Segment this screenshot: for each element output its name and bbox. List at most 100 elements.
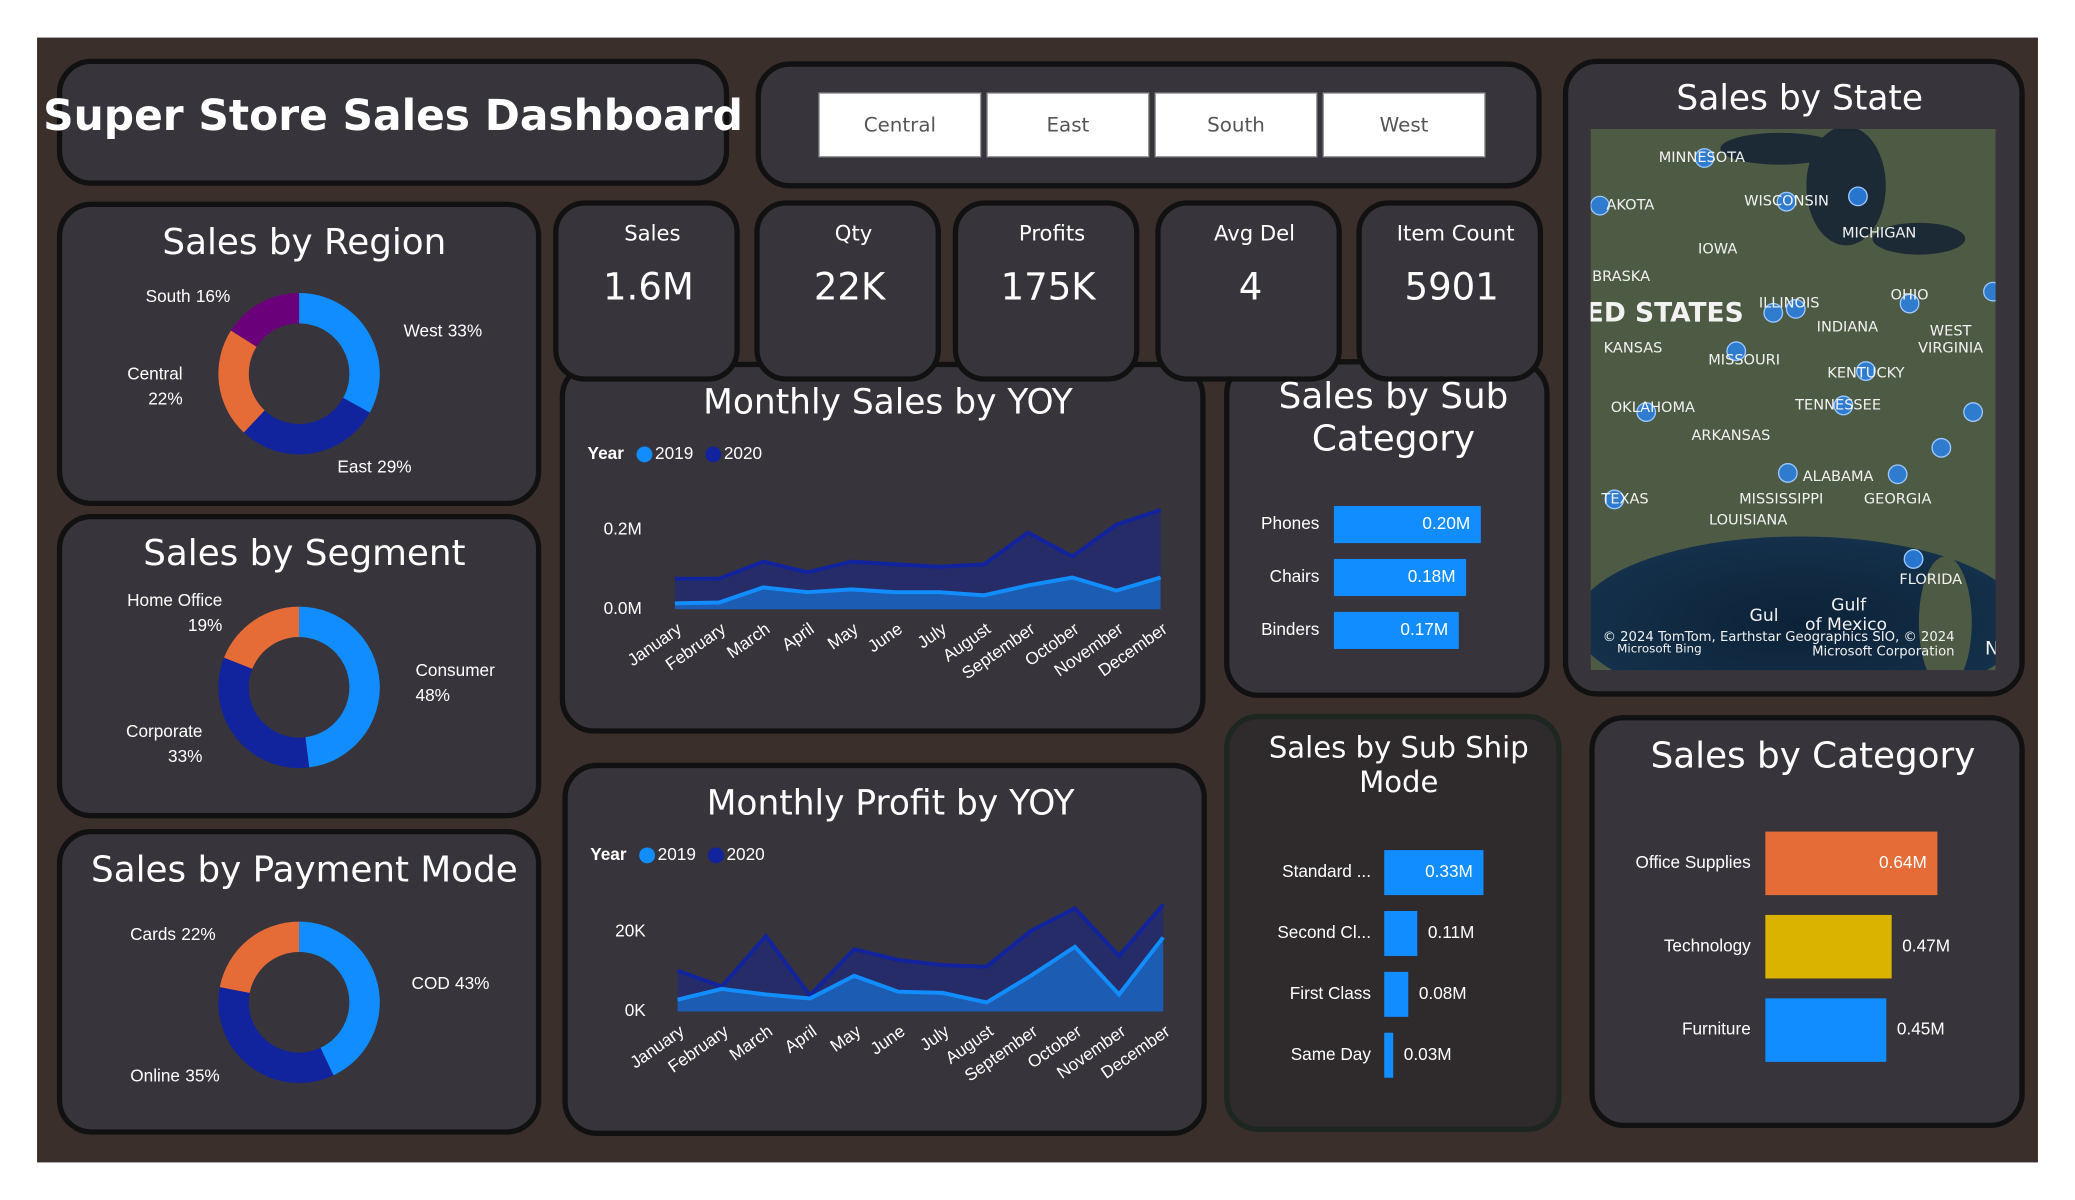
donut-slice [299,606,380,768]
kpi-label: Avg Del [1214,221,1295,246]
map-label: MICHIGAN [1842,224,1916,241]
legend-swatch [707,847,724,864]
value-label: 0.18M [1408,566,1456,586]
bar [1384,910,1418,956]
map-label: WISCONSIN [1744,193,1829,210]
value-label: 0.11M [1428,922,1475,942]
map-label: KANSAS [1604,340,1663,357]
map-label: Microsoft Corporation [1812,645,1954,660]
chart-title: Monthly Profit by YOY [707,784,1076,824]
kpi-value: 4 [1239,266,1263,309]
donut-slice [218,330,265,433]
slice-value: 35% [185,1065,219,1085]
panel [56,513,542,819]
map-bubble [1963,402,1984,423]
slicer-button[interactable] [1322,92,1486,158]
slice-category: COD [412,972,450,992]
legend-swatch [636,446,653,463]
map-label: ILLINOIS [1759,295,1820,312]
bar [1333,558,1467,597]
slice-label: Cards 22% [130,923,216,943]
slicer-button[interactable] [818,92,982,158]
value-label: 0.17M [1400,619,1448,639]
chart-title: Sales by Category [1651,735,1976,776]
bar [1384,850,1484,896]
kpi-value: 175K [1001,266,1098,309]
map-label: MINNESOTA [1659,149,1745,166]
legend-label: 2019 [658,844,696,864]
lake [1872,222,1966,255]
category-label: Same Day [1291,1044,1372,1064]
map-bubble [1887,464,1908,485]
map-title: Sales by State [1676,78,1923,118]
slice-label: West 33% [404,320,483,340]
gulf [1590,536,1996,671]
map-label: ED STATES [1586,298,1744,329]
map-label: BRASKA [1592,268,1650,285]
bar [1333,611,1459,649]
legend-label: 2020 [727,844,765,864]
slicer-button[interactable] [986,92,1150,158]
kpi-card [553,200,740,382]
map-label: WEST [1930,322,1972,339]
legend-swatch [639,847,656,864]
dashboard-title: Super Store Sales Dashboard [43,91,743,140]
bar [1333,506,1481,544]
panel [56,828,542,1135]
category-label: First Class [1290,983,1371,1003]
florida [1918,556,1972,671]
bar [1384,971,1409,1017]
legend-title: Year [590,844,627,864]
lake [1720,132,1840,165]
slicer-label: East [1047,114,1090,137]
map-bubble [1776,191,1797,212]
kpi-value: 1.6M [603,266,694,309]
map-bubble [1785,298,1806,319]
bar [1765,914,1892,979]
value-label: 0.47M [1902,935,1950,955]
chart-title: Sales by Payment Mode [91,849,518,890]
map-label: MISSOURI [1708,351,1780,368]
title-box: Sales by Sub Category [1279,376,1509,460]
donut-slice [243,397,370,455]
kpi-card [952,200,1140,382]
map-label: LOUISIANA [1709,512,1787,529]
panel [56,201,542,507]
legend-label: 2020 [724,443,762,463]
map-bubble [1777,463,1798,483]
legend-title: Year [588,443,625,463]
y-tick-label: 20K [615,921,646,941]
kpi-value: 5901 [1405,266,1499,309]
kpi-label: Profits [1019,221,1085,246]
map-label: AKOTA [1606,197,1654,214]
kpi-card [1356,200,1544,382]
donut-slice [219,921,300,993]
map-label: ARKANSAS [1691,427,1770,444]
slice-value: 22% [181,923,215,943]
kpi-label: Item Count [1397,221,1515,246]
panel [562,762,1207,1136]
slice-category: West [404,320,443,340]
map-bubble [1833,395,1854,416]
chart-title: Sales by Sub Ship Mode [1268,732,1529,801]
slice-label: South 16% [146,286,231,306]
value-label: 0.03M [1404,1044,1452,1064]
map-label: MISSISSIPPI [1739,490,1823,507]
slice-value: 16% [196,286,230,306]
bar [1765,998,1887,1062]
donut-slice [230,292,300,347]
map-bubble [1855,361,1876,381]
line [677,936,1165,1005]
chart-title: Sales by Segment [143,533,465,574]
slicer-button[interactable] [1154,92,1318,158]
bar [1384,1032,1394,1078]
map-label: TEXAS [1600,490,1648,507]
slice-category: Central [127,364,182,384]
kpi-card [1155,200,1342,382]
map-label: of Mexico [1805,615,1887,635]
value-label: 0.08M [1419,983,1467,1003]
map-label: OKLAHOMA [1611,399,1695,416]
slice-value: 48% [416,685,450,705]
slice-category: East [337,456,372,476]
